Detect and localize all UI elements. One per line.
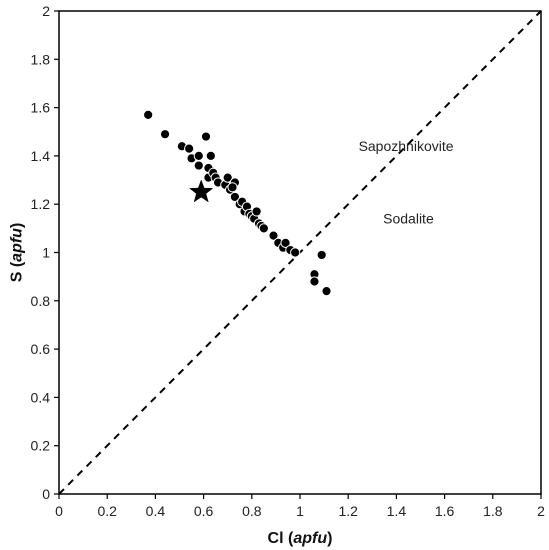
y-tick-label: 1.4 — [31, 148, 51, 164]
data-point — [143, 109, 154, 120]
x-tick-label: 0.4 — [146, 503, 166, 519]
y-tick-label: 0.8 — [31, 293, 51, 309]
data-point — [193, 160, 204, 171]
y-tick-label: 1 — [42, 245, 50, 261]
data-point — [222, 172, 233, 183]
x-tick-label: 0.2 — [97, 503, 117, 519]
x-tick-label: 0.6 — [194, 503, 214, 519]
data-point — [251, 206, 262, 217]
annotation-sodalite: Sodalite — [383, 211, 434, 227]
y-tick-label: 1.6 — [31, 100, 51, 116]
axes: 0 0.2 0.4 0.6 0.8 1 1.2 1.4 1.6 1.8 2 0 0.2 0.4 0.6 0.8… — [31, 3, 546, 519]
data-point — [280, 237, 291, 248]
data-point — [159, 129, 171, 140]
data-point — [321, 286, 332, 297]
x-tick-label: 1.8 — [483, 503, 503, 519]
y-tick-label: 0 — [42, 486, 50, 502]
annotation-sapozhnikovite: Sapozhnikovite — [359, 138, 454, 154]
labels: Sapozhnikovite Sodalite Cl (apfu) S (apf… — [9, 138, 454, 547]
data-point — [309, 276, 320, 287]
data-point — [184, 143, 195, 154]
y-axis-title: S (apfu) — [9, 223, 26, 283]
y-tick-label: 0.6 — [31, 341, 51, 357]
data-point — [227, 182, 238, 193]
data-point — [200, 131, 212, 142]
x-tick-label: 1 — [296, 503, 304, 519]
y-tick-label: 0.2 — [31, 438, 51, 454]
x-tick-label: 1.2 — [338, 503, 358, 519]
data-point — [290, 247, 301, 258]
x-tick-label: 1.6 — [435, 503, 455, 519]
y-tick-label: 1.2 — [31, 196, 51, 212]
y-tick-label: 1.8 — [31, 51, 51, 67]
x-axis-title: Cl (apfu) — [268, 530, 333, 547]
y-tick-label: 0.4 — [31, 389, 51, 405]
highlight-star-point — [189, 179, 214, 203]
data-point — [258, 223, 269, 234]
data-point — [316, 249, 327, 261]
x-tick-label: 0 — [55, 503, 63, 519]
data-point — [193, 150, 204, 161]
data-point — [268, 230, 279, 241]
data-point — [229, 191, 241, 203]
x-tick-label: 2 — [537, 503, 545, 519]
y-tick-label: 2 — [42, 3, 50, 19]
data-point — [205, 150, 216, 161]
x-tick-label: 1.4 — [387, 503, 407, 519]
data-points — [143, 109, 332, 297]
x-tick-label: 0.8 — [242, 503, 262, 519]
